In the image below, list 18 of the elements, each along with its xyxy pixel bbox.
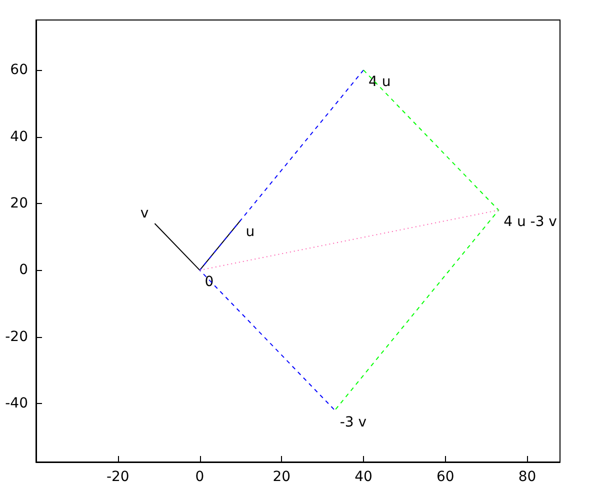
y-tick-label: -40	[5, 396, 28, 412]
y-tick-label: -20	[5, 328, 28, 345]
x-tick-label: 80	[518, 469, 536, 485]
x-tick-label: 20	[272, 469, 291, 485]
y-tick-label: 40	[10, 128, 28, 145]
x-tick-label: 60	[436, 469, 454, 485]
annotation: 4 u -3 v	[504, 214, 557, 230]
annotation: u	[246, 224, 255, 240]
annotation: 4 u	[368, 74, 391, 90]
y-tick-label: 60	[10, 62, 28, 78]
annotation: -3 v	[340, 414, 367, 430]
annotation: v	[140, 205, 149, 222]
x-tick-label: 40	[354, 469, 372, 485]
x-tick-label: -20	[106, 469, 130, 485]
annotation: 0	[204, 274, 214, 290]
x-tick-label: 0	[195, 469, 204, 485]
y-tick-label: 0	[19, 262, 28, 278]
y-tick-label: 20	[10, 195, 28, 212]
